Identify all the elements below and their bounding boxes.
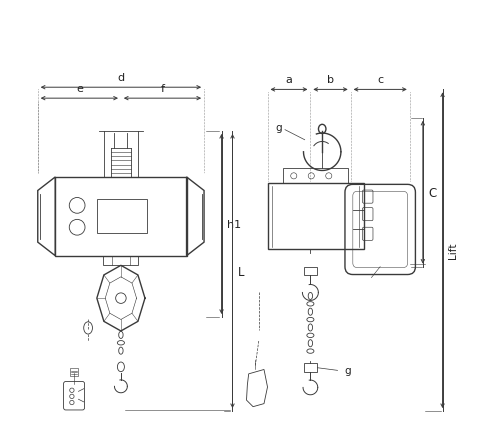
Text: b: b bbox=[327, 75, 334, 85]
Text: C: C bbox=[428, 186, 436, 199]
Text: Lift: Lift bbox=[448, 242, 458, 259]
Text: a: a bbox=[286, 75, 292, 85]
Text: g: g bbox=[275, 123, 282, 133]
Text: f: f bbox=[160, 84, 164, 94]
Text: c: c bbox=[377, 75, 384, 85]
Text: e: e bbox=[76, 84, 83, 94]
Text: L: L bbox=[238, 265, 244, 278]
Text: d: d bbox=[118, 73, 124, 83]
Text: g: g bbox=[344, 366, 350, 375]
Text: h1: h1 bbox=[227, 219, 241, 230]
